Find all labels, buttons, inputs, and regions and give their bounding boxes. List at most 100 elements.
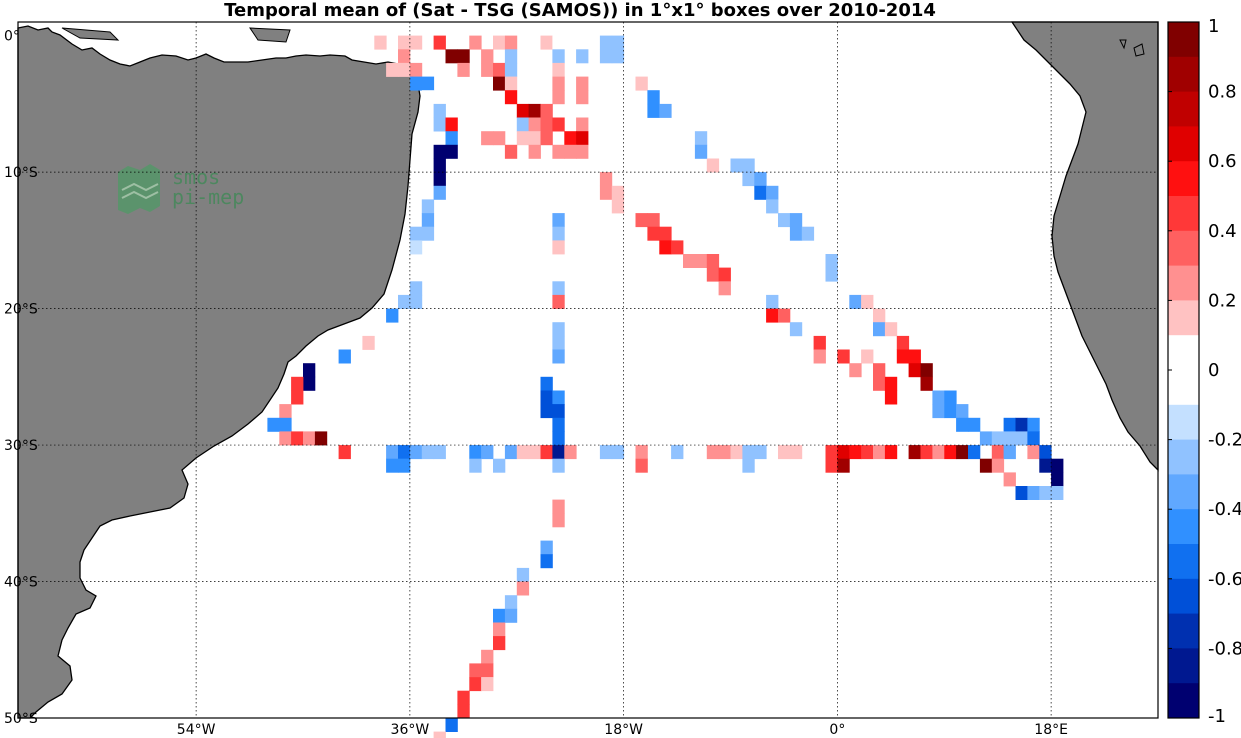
heatmap-cell <box>528 445 541 460</box>
logo-line2: pi-mep <box>172 185 244 209</box>
heatmap-cell <box>706 254 720 268</box>
heatmap-cell <box>611 49 625 64</box>
heatmap-cell <box>421 445 435 460</box>
colorbar-swatch <box>1168 265 1199 301</box>
heatmap-cell <box>409 294 423 309</box>
heatmap-cell <box>362 335 375 350</box>
heatmap-cell <box>504 90 518 105</box>
colorbar-swatch <box>1168 22 1199 58</box>
lat-tick-label: 40°S <box>4 575 38 591</box>
heatmap-cell <box>908 363 921 378</box>
heatmap-cell <box>861 349 874 364</box>
heatmap-cell <box>481 663 494 678</box>
heatmap-cell <box>398 445 411 460</box>
colorbar-labels: 1 0.8 0.6 0.4 0.2 0 -0.2 -0.4 -0.6 -0.8 -1 <box>1168 16 1241 727</box>
heatmap-cell <box>968 417 981 432</box>
colorbar-label: -0.8 <box>1208 638 1241 659</box>
heatmap-cell <box>433 103 446 118</box>
heatmap-cell <box>671 240 684 255</box>
heatmap-cell <box>564 131 577 146</box>
heatmap-cell <box>433 158 446 173</box>
heatmap-cell <box>956 445 969 460</box>
heatmap-cell <box>552 281 565 296</box>
heatmap-cell <box>552 76 565 91</box>
heatmap-cell <box>635 445 648 460</box>
heatmap-cell <box>540 404 553 419</box>
colorbar-swatch <box>1168 161 1199 197</box>
heatmap-cell <box>920 376 933 391</box>
heatmap-cell <box>861 294 874 309</box>
heatmap-cell <box>552 431 565 446</box>
heatmap-cell <box>481 49 494 64</box>
heatmap-cell <box>267 417 280 432</box>
heatmap-cell <box>409 445 423 460</box>
heatmap-cell <box>409 240 423 255</box>
colorbar-swatch <box>1168 648 1199 684</box>
colorbar-swatch <box>1168 230 1199 267</box>
heatmap-cell <box>873 376 886 391</box>
colorbar-swatch <box>1168 439 1199 475</box>
heatmap-cell <box>718 281 731 296</box>
heatmap-cell <box>694 131 708 146</box>
heatmap-cell <box>766 185 779 200</box>
heatmap-cell <box>493 636 506 651</box>
heatmap-cell <box>837 445 850 460</box>
heatmap-cell <box>516 131 530 146</box>
heatmap-cell <box>433 117 446 132</box>
heatmap-cell <box>718 445 731 460</box>
heatmap-cell <box>540 376 553 391</box>
heatmap-cell <box>706 267 720 282</box>
heatmap-cell <box>528 117 541 132</box>
heatmap-cell <box>493 62 506 77</box>
heatmap-cell <box>991 445 1005 460</box>
heatmap-cell <box>599 172 613 187</box>
heatmap-cell <box>504 144 518 159</box>
heatmap-cell <box>552 458 565 473</box>
heatmap-cell <box>611 199 625 214</box>
heatmap-cell <box>552 144 565 159</box>
colorbar-label: 0 <box>1208 360 1219 381</box>
heatmap-cell <box>481 131 494 146</box>
colorbar-swatch <box>1168 544 1199 580</box>
island-blobs <box>61 27 1145 57</box>
heatmap-cell <box>635 458 648 473</box>
lat-tick-label: 20°S <box>4 302 38 318</box>
colorbar-label: -1 <box>1208 706 1226 727</box>
heatmap-cell <box>956 404 969 419</box>
heatmap-cell <box>611 35 625 50</box>
heatmap-cell <box>516 567 530 582</box>
smos-pi-mep-logo: smos pi-mep <box>118 164 244 214</box>
heatmap-cell <box>896 335 910 350</box>
heatmap-cell <box>493 622 506 637</box>
heatmap-cell <box>409 281 423 296</box>
heatmap-cell <box>813 349 826 364</box>
heatmap-cell <box>433 144 446 159</box>
colorbar-label: -0.4 <box>1208 499 1241 520</box>
heatmap-cell <box>1039 458 1052 473</box>
heatmap-cell <box>516 581 530 596</box>
heatmap-cell <box>552 499 565 514</box>
heatmap-cell <box>789 322 803 337</box>
colorbar-swatch <box>1168 56 1199 93</box>
heatmap-cell <box>481 62 494 77</box>
heatmap-cell <box>979 458 993 473</box>
heatmap-cell <box>552 213 565 228</box>
lat-tick-label: 10°S <box>4 165 38 181</box>
heatmap-cell <box>659 103 672 118</box>
heatmap-cell <box>813 335 826 350</box>
heatmap-cell <box>742 458 755 473</box>
heatmap-cell <box>386 308 399 323</box>
lon-tick-label: 18°E <box>1034 722 1068 738</box>
heatmap-cell <box>552 62 565 77</box>
heatmap-cell <box>825 445 838 460</box>
heatmap-cell <box>635 76 648 91</box>
heatmap-cell <box>849 294 862 309</box>
heatmap-cell <box>552 417 565 432</box>
heatmap-cell <box>873 445 886 460</box>
heatmap-cell <box>1003 472 1016 487</box>
heatmap-cell <box>552 390 565 405</box>
colorbar-swatch <box>1168 196 1199 232</box>
heatmap-cell <box>552 117 565 132</box>
heatmap-cell <box>991 458 1005 473</box>
